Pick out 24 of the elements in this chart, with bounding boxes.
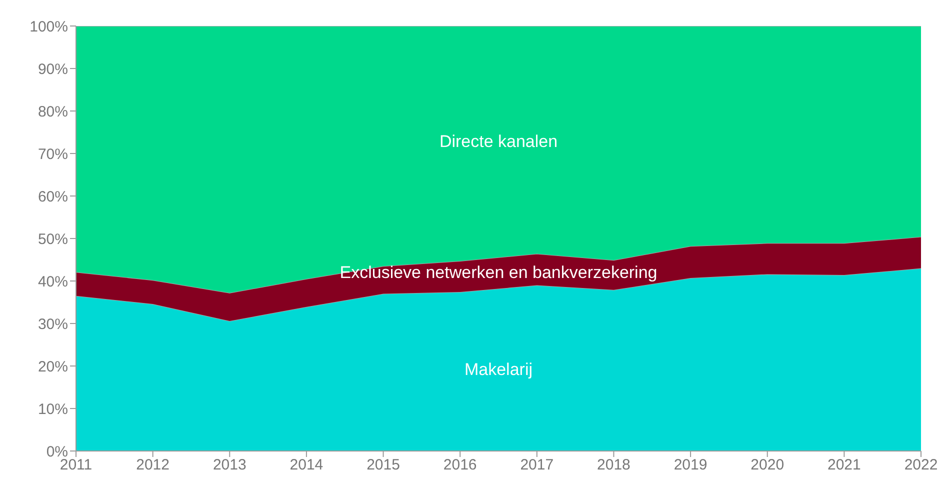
x-tick-label: 2013: [212, 456, 246, 474]
y-tick-label: 50%: [38, 230, 68, 248]
x-tick-label: 2021: [827, 456, 861, 474]
x-tick-label: 2012: [136, 456, 170, 474]
x-tick-label: 2014: [290, 456, 324, 474]
y-tick-label: 100%: [30, 18, 68, 36]
y-tick-label: 10%: [38, 400, 68, 418]
y-tick-label: 90%: [38, 60, 68, 78]
series-label: Directe kanalen: [439, 132, 558, 152]
x-tick-label: 2017: [520, 456, 554, 474]
x-tick-label: 2020: [750, 456, 784, 474]
y-tick-label: 80%: [38, 103, 68, 120]
y-tick-label: 20%: [38, 358, 68, 376]
y-tick-label: 40%: [38, 273, 68, 290]
x-tick-label: 2016: [443, 456, 477, 474]
series-label: Exclusieve netwerken en bankverzekering: [340, 263, 658, 284]
x-tick-label: 2022: [904, 456, 938, 474]
y-tick-label: 60%: [38, 188, 68, 206]
y-tick-label: 70%: [38, 146, 68, 163]
y-tick-label: 30%: [38, 316, 68, 333]
x-tick-label: 2019: [674, 456, 708, 474]
series-label: Makelarij: [464, 360, 533, 380]
x-tick-label: 2018: [597, 456, 630, 474]
x-tick-label: 2015: [366, 456, 400, 474]
